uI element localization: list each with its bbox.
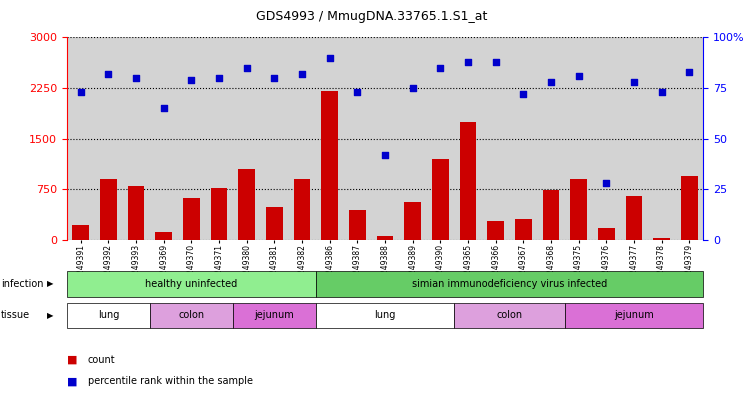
Text: ■: ■ [67,376,77,386]
Text: ▶: ▶ [47,279,54,288]
Bar [316,303,454,328]
Bar [67,271,316,297]
Text: colon: colon [179,310,205,320]
Bar [321,91,338,240]
Text: healthy uninfected: healthy uninfected [145,279,237,289]
Bar [565,303,703,328]
Bar [405,202,421,240]
Bar [294,179,310,240]
Bar [454,303,565,328]
Text: lung: lung [374,310,396,320]
Bar [128,186,144,240]
Point [103,71,115,77]
Bar [653,238,670,240]
Point [269,75,280,81]
Point [573,73,585,79]
Point [185,77,197,83]
Point [75,89,87,95]
Bar [238,169,255,240]
Bar [67,303,150,328]
Bar [487,221,504,240]
Point [545,79,557,85]
Point [628,79,640,85]
Point [655,89,667,95]
Bar [681,176,698,240]
Bar [233,303,316,328]
Bar [598,228,615,240]
Point [213,75,225,81]
Point [600,180,612,186]
Text: lung: lung [97,310,119,320]
Point [490,59,501,65]
Text: jejunum: jejunum [254,310,295,320]
Bar [316,271,703,297]
Bar [515,219,532,240]
Text: tissue: tissue [1,310,30,320]
Bar [460,122,476,240]
Point [462,59,474,65]
Bar [376,236,394,240]
Point [296,71,308,77]
Bar [349,210,365,240]
Bar [211,189,228,240]
Text: colon: colon [496,310,522,320]
Point [351,89,363,95]
Bar [432,159,449,240]
Bar [183,198,199,240]
Point [407,85,419,91]
Bar [266,208,283,240]
Bar [155,231,172,240]
Point [241,64,253,71]
Bar [72,225,89,240]
Point [517,91,529,97]
Point [379,152,391,158]
Text: count: count [88,354,115,365]
Text: ■: ■ [67,354,77,365]
Point [130,75,142,81]
Text: percentile rank within the sample: percentile rank within the sample [88,376,253,386]
Bar [150,303,233,328]
Point [158,105,170,111]
Text: simian immunodeficiency virus infected: simian immunodeficiency virus infected [412,279,607,289]
Bar [571,179,587,240]
Text: infection: infection [1,279,43,289]
Bar [626,196,642,240]
Bar [100,179,117,240]
Bar [542,191,559,240]
Point [683,69,695,75]
Text: GDS4993 / MmugDNA.33765.1.S1_at: GDS4993 / MmugDNA.33765.1.S1_at [257,10,487,23]
Text: ▶: ▶ [47,311,54,320]
Point [324,54,336,61]
Text: jejunum: jejunum [614,310,654,320]
Point [434,64,446,71]
